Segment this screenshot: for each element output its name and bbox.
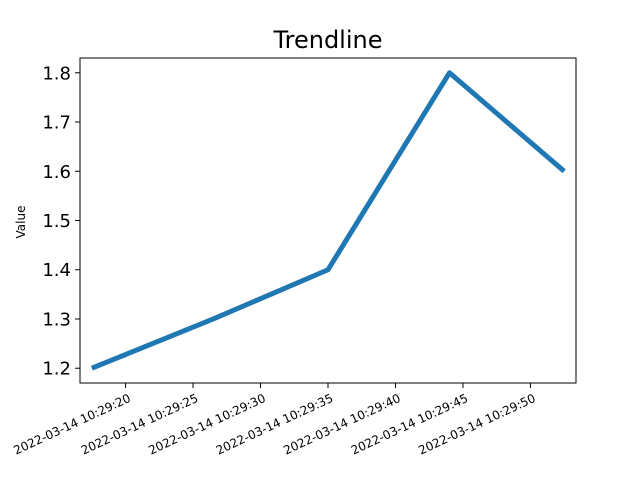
y-tick-label: 1.7 (42, 113, 71, 134)
y-tick-label: 1.2 (42, 359, 71, 380)
y-tick-label: 1.8 (42, 63, 71, 84)
plot-frame (79, 57, 577, 384)
y-tick-label: 1.3 (42, 309, 71, 330)
y-tick-label: 1.6 (42, 162, 71, 183)
series-line (90, 70, 566, 371)
y-axis-label: Value (14, 206, 28, 239)
chart-title: Trendline (273, 26, 383, 54)
y-tick-label: 1.4 (42, 260, 71, 281)
y-tick-label: 1.5 (42, 211, 71, 232)
